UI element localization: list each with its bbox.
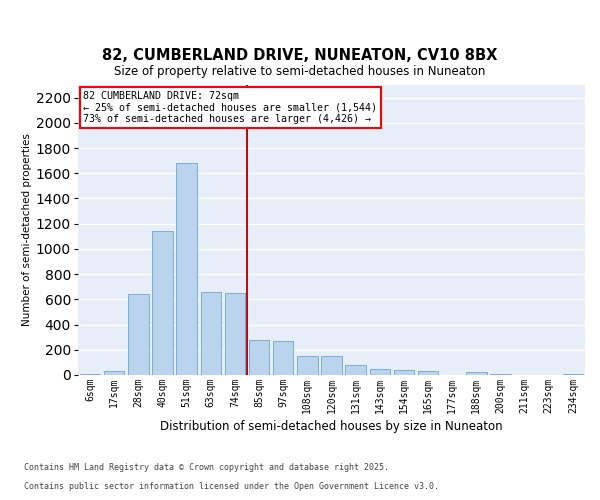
Bar: [563, 374, 583, 375]
Bar: [176, 163, 197, 375]
Bar: [394, 370, 414, 375]
Bar: [128, 294, 149, 375]
Bar: [370, 368, 390, 375]
Bar: [224, 293, 245, 375]
Bar: [104, 371, 124, 375]
Bar: [273, 341, 293, 375]
Text: Contains public sector information licensed under the Open Government Licence v3: Contains public sector information licen…: [24, 482, 439, 491]
Bar: [80, 374, 100, 375]
Bar: [297, 356, 317, 375]
X-axis label: Distribution of semi-detached houses by size in Nuneaton: Distribution of semi-detached houses by …: [160, 420, 503, 433]
Bar: [466, 372, 487, 375]
Bar: [152, 232, 173, 375]
Bar: [490, 374, 511, 375]
Bar: [200, 292, 221, 375]
Text: 82, CUMBERLAND DRIVE, NUNEATON, CV10 8BX: 82, CUMBERLAND DRIVE, NUNEATON, CV10 8BX: [103, 48, 497, 62]
Bar: [418, 371, 439, 375]
Text: Size of property relative to semi-detached houses in Nuneaton: Size of property relative to semi-detach…: [115, 66, 485, 78]
Y-axis label: Number of semi-detached properties: Number of semi-detached properties: [22, 134, 32, 326]
Text: 82 CUMBERLAND DRIVE: 72sqm
← 25% of semi-detached houses are smaller (1,544)
73%: 82 CUMBERLAND DRIVE: 72sqm ← 25% of semi…: [83, 91, 377, 124]
Text: Contains HM Land Registry data © Crown copyright and database right 2025.: Contains HM Land Registry data © Crown c…: [24, 464, 389, 472]
Bar: [249, 340, 269, 375]
Bar: [321, 356, 342, 375]
Bar: [346, 365, 366, 375]
